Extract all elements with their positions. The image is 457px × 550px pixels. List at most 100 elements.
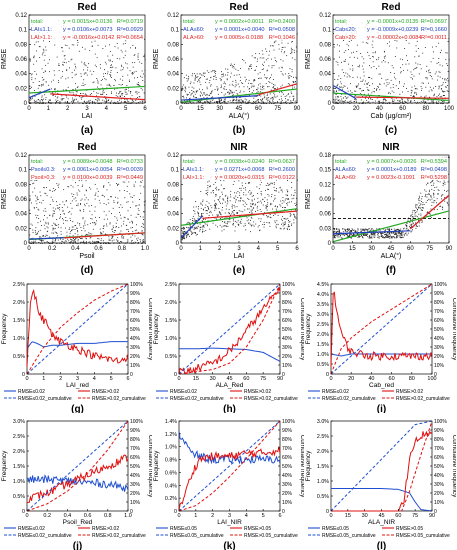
- scatter-point: [107, 242, 109, 243]
- scatter-point: [249, 91, 250, 92]
- scatter-point: [63, 204, 65, 206]
- scatter-point: [357, 228, 359, 230]
- scatter-point: [268, 97, 270, 98]
- scatter-point: [339, 50, 340, 52]
- scatter-point: [42, 102, 44, 103]
- scatter-point: [31, 202, 32, 204]
- scatter-point: [366, 234, 368, 235]
- scatter-point: [403, 235, 405, 237]
- scatter-point: [40, 242, 41, 244]
- scatter-point: [55, 208, 57, 210]
- scatter-point: [109, 67, 111, 68]
- y2-tick-label: 80%: [130, 437, 141, 443]
- scatter-point: [33, 207, 35, 209]
- scatter-point: [69, 103, 70, 104]
- scatter-point: [69, 232, 71, 234]
- scatter-point: [141, 76, 143, 78]
- scatter-point: [58, 65, 60, 66]
- scatter-point: [186, 80, 188, 82]
- scatter-point: [132, 234, 134, 236]
- scatter-point: [242, 204, 244, 206]
- scatter-point: [430, 196, 432, 198]
- scatter-point: [414, 101, 416, 103]
- scatter-point: [420, 102, 422, 104]
- scatter-point: [102, 99, 104, 101]
- scatter-point: [385, 79, 387, 81]
- scatter-point: [361, 103, 363, 104]
- x-tick-label: 60: [399, 106, 406, 112]
- scatter-point: [280, 71, 282, 72]
- scatter-point: [121, 101, 122, 103]
- y-tick-label: 0: [174, 372, 177, 378]
- scatter-point: [409, 227, 411, 229]
- scatter-point: [102, 194, 104, 196]
- scatter-point: [415, 227, 417, 229]
- scatter-point: [246, 220, 248, 222]
- scatter-point: [32, 237, 34, 239]
- scatter-point: [396, 234, 397, 236]
- scatter-point: [189, 230, 191, 231]
- y2-tick-label: 50%: [282, 464, 293, 470]
- scatter-point: [247, 208, 248, 210]
- scatter-point: [207, 94, 209, 96]
- scatter-point: [106, 225, 108, 227]
- x-tick-label: 5: [276, 246, 280, 252]
- scatter-point: [108, 83, 110, 85]
- scatter-point: [59, 103, 61, 104]
- scatter-point: [194, 97, 196, 98]
- scatter-point: [245, 229, 247, 231]
- scatter-point: [225, 208, 227, 210]
- scatter-point: [108, 210, 110, 212]
- scatter-point: [52, 199, 53, 201]
- scatter-point: [108, 242, 110, 244]
- scatter-point: [423, 100, 425, 102]
- scatter-point: [365, 42, 367, 44]
- scatter-point: [418, 102, 419, 104]
- scatter-point: [53, 222, 55, 224]
- scatter-point: [360, 53, 362, 54]
- scatter-point: [219, 201, 220, 203]
- scatter-point: [380, 102, 382, 103]
- scatter-point: [245, 102, 247, 104]
- scatter-point: [257, 99, 259, 101]
- y-tick-label: 0.04: [167, 72, 179, 78]
- scatter-point: [400, 234, 402, 236]
- scatter-point: [94, 194, 96, 196]
- scatter-point: [262, 65, 264, 66]
- scatter-point: [349, 103, 350, 104]
- scatter-point: [249, 223, 251, 225]
- scatter-point: [438, 102, 439, 104]
- scatter-point: [222, 198, 224, 200]
- scatter-point: [72, 238, 74, 240]
- scatter-point: [407, 232, 409, 234]
- scatter-point: [347, 235, 349, 236]
- scatter-point: [279, 227, 281, 229]
- legend-label: RMSE≤0.05_cumulative: [322, 533, 376, 539]
- scatter-point: [258, 218, 260, 220]
- scatter-point: [43, 235, 44, 237]
- scatter-point: [447, 77, 448, 79]
- scatter-point: [361, 80, 363, 82]
- x-tick-label: 0.8: [104, 513, 112, 519]
- scatter-point: [229, 84, 231, 86]
- scatter-point: [271, 45, 273, 47]
- scatter-point: [361, 56, 363, 58]
- scatter-point: [221, 86, 222, 88]
- scatter-point: [265, 206, 267, 208]
- scatter-point: [143, 38, 145, 40]
- scatter-point: [437, 75, 439, 77]
- scatter-point: [194, 213, 196, 215]
- scatter-point: [94, 206, 96, 208]
- annotation-r2: R²=0.0654: [117, 35, 143, 41]
- scatter-point: [84, 194, 86, 196]
- scatter-point: [60, 242, 61, 244]
- scatter-point: [74, 74, 76, 76]
- scatter-point: [249, 65, 251, 67]
- scatter-point: [200, 215, 202, 217]
- scatter-point: [228, 212, 229, 214]
- scatter-point: [220, 214, 222, 216]
- scatter-point: [206, 210, 208, 212]
- scatter-point: [267, 86, 268, 88]
- y-tick-label: 3.0%: [317, 419, 329, 425]
